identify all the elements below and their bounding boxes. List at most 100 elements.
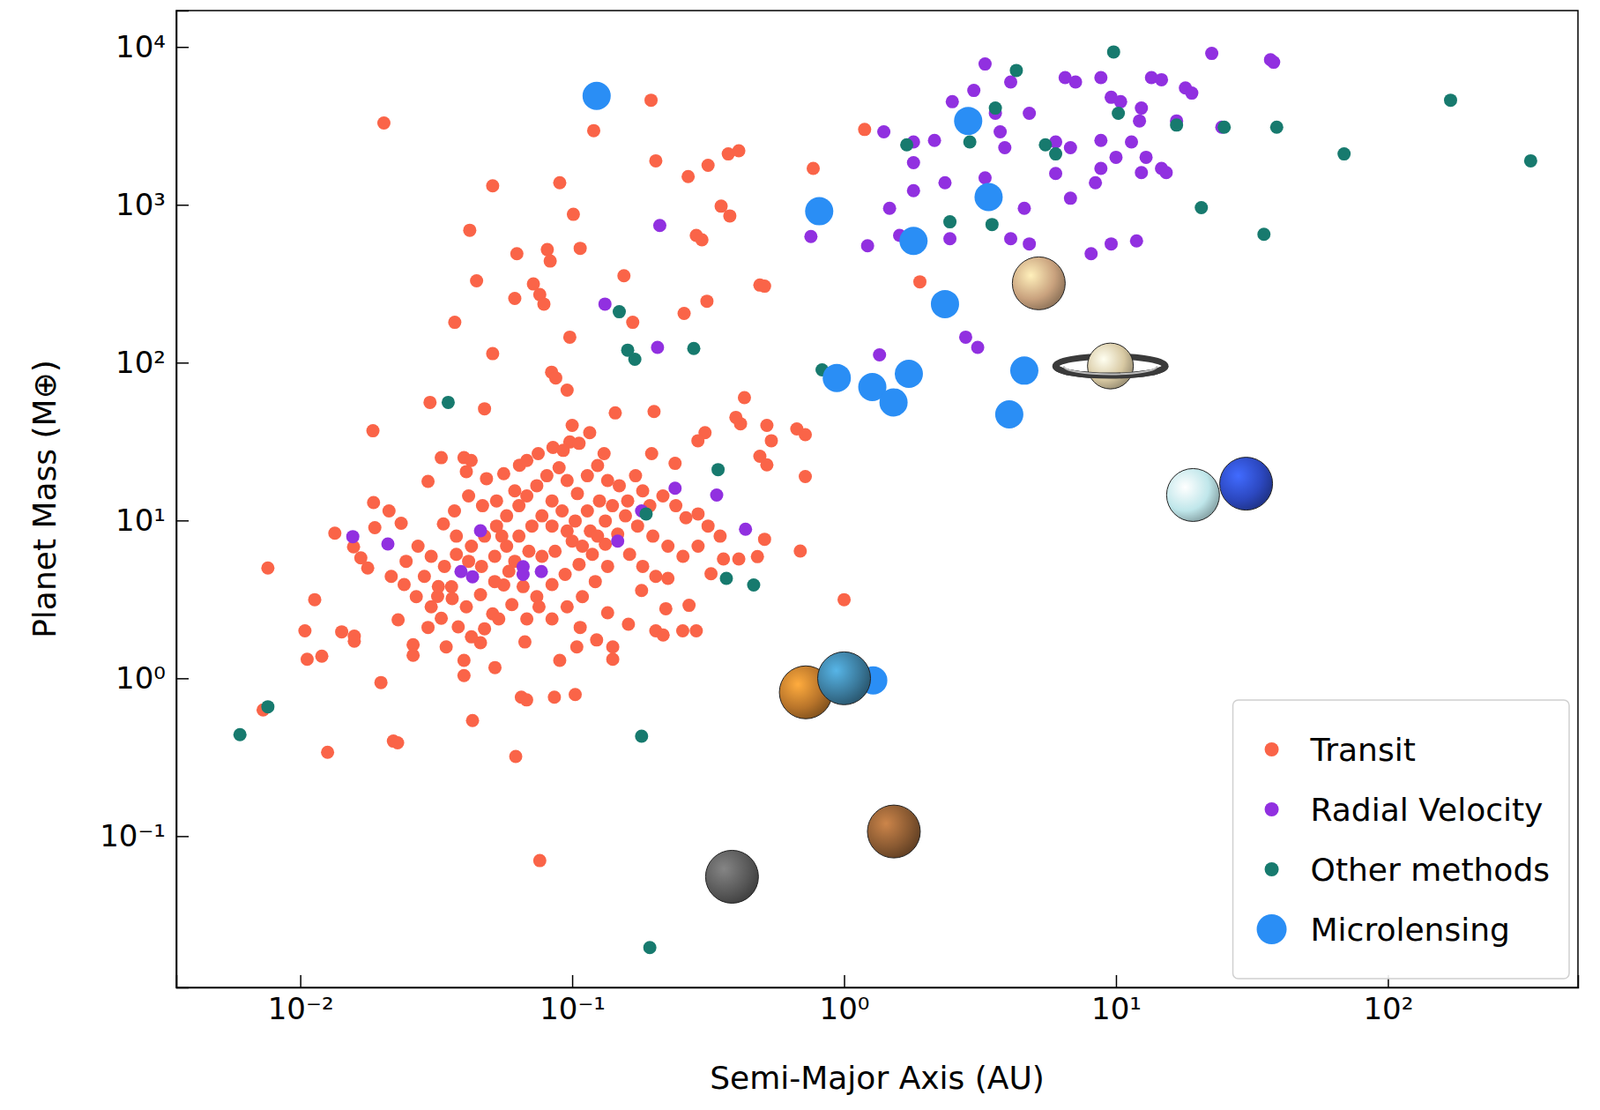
point (525, 519, 539, 533)
tick-mark (176, 362, 189, 365)
point (1169, 118, 1184, 132)
point (643, 940, 657, 954)
tick-label: 10² (115, 344, 166, 380)
point (618, 509, 633, 523)
point (545, 611, 559, 626)
point (490, 494, 504, 508)
point (540, 468, 554, 483)
point (608, 406, 622, 420)
x-axis-tick: 10⁻¹ (539, 974, 606, 1027)
point (361, 561, 375, 575)
tick-mark (176, 204, 189, 207)
point (563, 330, 577, 344)
point (967, 83, 981, 97)
point (648, 154, 663, 168)
point (566, 208, 581, 222)
point (1022, 237, 1036, 251)
legend-label: Microlensing (1310, 911, 1511, 948)
point (406, 648, 420, 663)
point (758, 279, 772, 293)
y-axis-title: Planet Mass (M⊕) (26, 359, 63, 639)
point (634, 729, 648, 743)
point (985, 217, 999, 231)
point (457, 653, 471, 667)
point (636, 483, 650, 498)
point (488, 549, 502, 563)
point (466, 570, 480, 584)
point (668, 481, 682, 495)
point (953, 106, 983, 135)
point (510, 246, 524, 261)
tick-mark (299, 974, 302, 988)
point (612, 305, 626, 319)
point (945, 95, 960, 109)
tick-label: 10¹ (115, 502, 166, 538)
point (711, 462, 725, 477)
point (822, 364, 851, 393)
point (573, 620, 588, 634)
point (260, 699, 275, 714)
legend-marker (1257, 914, 1288, 945)
point (606, 652, 620, 666)
point (1134, 101, 1148, 115)
x-axis-title: Semi-Major Axis (AU) (709, 1059, 1045, 1096)
point (457, 669, 471, 683)
point (883, 201, 897, 216)
x-axis-tick: 10² (1362, 974, 1414, 1027)
point (327, 526, 342, 540)
point (648, 569, 663, 583)
legend-marker (1265, 862, 1280, 877)
point (1270, 120, 1284, 134)
point (424, 549, 439, 563)
point (1257, 227, 1271, 241)
point (943, 215, 957, 229)
point (606, 640, 620, 654)
point (555, 504, 569, 518)
point (597, 446, 611, 461)
point (806, 162, 820, 176)
point (545, 577, 559, 591)
point (570, 640, 584, 654)
point (582, 425, 596, 440)
point (447, 315, 462, 329)
point (716, 552, 730, 566)
tick-label: 10⁻² (267, 990, 335, 1027)
point (449, 529, 463, 544)
tick-mark (572, 974, 574, 988)
point (1194, 200, 1208, 215)
point (423, 395, 437, 410)
point (639, 506, 653, 521)
point (572, 436, 586, 450)
point (669, 498, 683, 513)
point (655, 489, 670, 503)
point (308, 593, 322, 607)
point (381, 536, 395, 551)
point (689, 624, 703, 638)
tick-mark (1116, 974, 1118, 988)
point (1159, 165, 1173, 179)
point (653, 218, 667, 232)
point (645, 446, 659, 461)
point (899, 226, 928, 255)
point (993, 125, 1007, 139)
point (424, 600, 439, 614)
point (1064, 191, 1078, 205)
point (598, 513, 612, 528)
point (466, 714, 480, 728)
point (531, 446, 545, 461)
point (682, 598, 696, 612)
legend-marker (1265, 742, 1280, 757)
point (587, 124, 601, 138)
point (646, 529, 660, 544)
point (625, 315, 640, 329)
point (459, 464, 473, 478)
point (1111, 106, 1125, 120)
point (1124, 135, 1139, 149)
y-axis-tick: 10⁴ (115, 29, 189, 65)
point (560, 383, 574, 397)
point (479, 471, 493, 485)
point (474, 524, 488, 538)
point (474, 587, 488, 602)
point (1088, 176, 1102, 190)
point (681, 170, 695, 184)
